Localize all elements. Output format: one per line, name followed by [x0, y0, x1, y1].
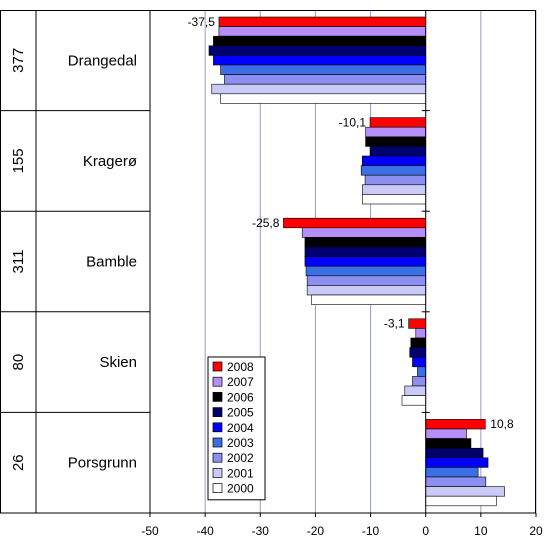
legend-label: 2002: [227, 451, 254, 465]
bar: [425, 457, 489, 468]
bar: [410, 337, 427, 348]
legend-swatch: [212, 376, 223, 387]
legend-swatch: [212, 437, 223, 448]
bar: [220, 64, 427, 75]
bar: [213, 35, 427, 47]
legend-label: 2000: [227, 482, 254, 496]
legend-swatch: [212, 468, 223, 478]
bar: [409, 347, 427, 358]
bar: [365, 136, 427, 147]
data-label: -10,1: [339, 115, 367, 129]
group-name-label: Drangedal: [68, 52, 137, 69]
bar: [305, 265, 427, 277]
legend-swatch: [212, 407, 223, 417]
legend-label: 2008: [227, 360, 254, 374]
legend-swatch: [212, 452, 223, 463]
x-tick-label: 0: [422, 524, 429, 538]
legend-label: 2001: [227, 466, 254, 480]
bar: [306, 275, 427, 286]
x-tick-label: -20: [307, 524, 325, 538]
bar: [208, 45, 427, 56]
bar: [425, 419, 486, 430]
group-code-label: 377: [10, 48, 27, 73]
x-tick-label: -30: [252, 524, 270, 538]
legend-label: 2004: [227, 421, 254, 435]
data-label: -3,1: [384, 317, 405, 331]
bar: [404, 385, 427, 396]
label-area-frame: [0, 10, 151, 514]
x-tick-label: 20: [529, 524, 543, 538]
group-name-label: Bamble: [86, 254, 137, 271]
group-name-label: Skien: [99, 354, 137, 371]
bar: [425, 467, 479, 478]
bar: [211, 83, 427, 95]
bar: [417, 366, 427, 377]
bar: [361, 184, 427, 195]
bar: [408, 318, 427, 329]
legend-swatch: [212, 483, 223, 493]
legend-label: 2003: [227, 436, 254, 450]
bar: [283, 217, 427, 229]
group-code-label: 311: [10, 250, 27, 274]
x-tick-label: -50: [141, 524, 159, 538]
bar: [425, 495, 497, 507]
bar: [425, 486, 505, 497]
bar: [401, 395, 427, 406]
bar: [220, 93, 427, 104]
bar: [415, 328, 427, 339]
bar: [412, 376, 427, 387]
bar: [364, 174, 427, 186]
bar: [304, 256, 427, 267]
bar: [218, 16, 427, 27]
bar: [304, 246, 427, 257]
bar: [425, 476, 487, 487]
legend-label: 2006: [227, 390, 254, 404]
bar: [311, 294, 427, 305]
bar: [360, 165, 427, 176]
data-label: -37,5: [188, 15, 216, 29]
x-tick-label: -40: [196, 524, 214, 538]
bar: [425, 428, 467, 439]
legend-swatch: [212, 392, 223, 402]
bar: [365, 126, 427, 138]
x-tick-label: -10: [362, 524, 380, 538]
legend-swatch: [212, 422, 223, 433]
bar: [425, 438, 472, 449]
bar: [301, 227, 427, 238]
bar: [412, 356, 427, 368]
legend-label: 2007: [227, 375, 254, 389]
bar: [218, 26, 427, 37]
group-code-label: 80: [10, 354, 27, 371]
bar: [306, 285, 427, 296]
bar: [369, 146, 427, 157]
group-name-label: Kragerø: [83, 153, 137, 170]
legend-label: 2005: [227, 406, 254, 420]
bar: [361, 155, 427, 166]
bar: [213, 55, 427, 66]
bar: [304, 237, 427, 248]
bar: [369, 117, 427, 128]
group-name-label: Porsgrunn: [68, 455, 137, 472]
bar: [361, 194, 427, 205]
data-label: 10,8: [490, 417, 514, 431]
x-tick-label: 10: [474, 524, 488, 538]
group-code-label: 26: [10, 454, 27, 471]
bar: [224, 74, 427, 85]
legend-swatch: [212, 361, 223, 372]
group-code-label: 155: [10, 148, 27, 173]
bar: [425, 447, 484, 459]
data-label: -25,8: [252, 216, 280, 230]
